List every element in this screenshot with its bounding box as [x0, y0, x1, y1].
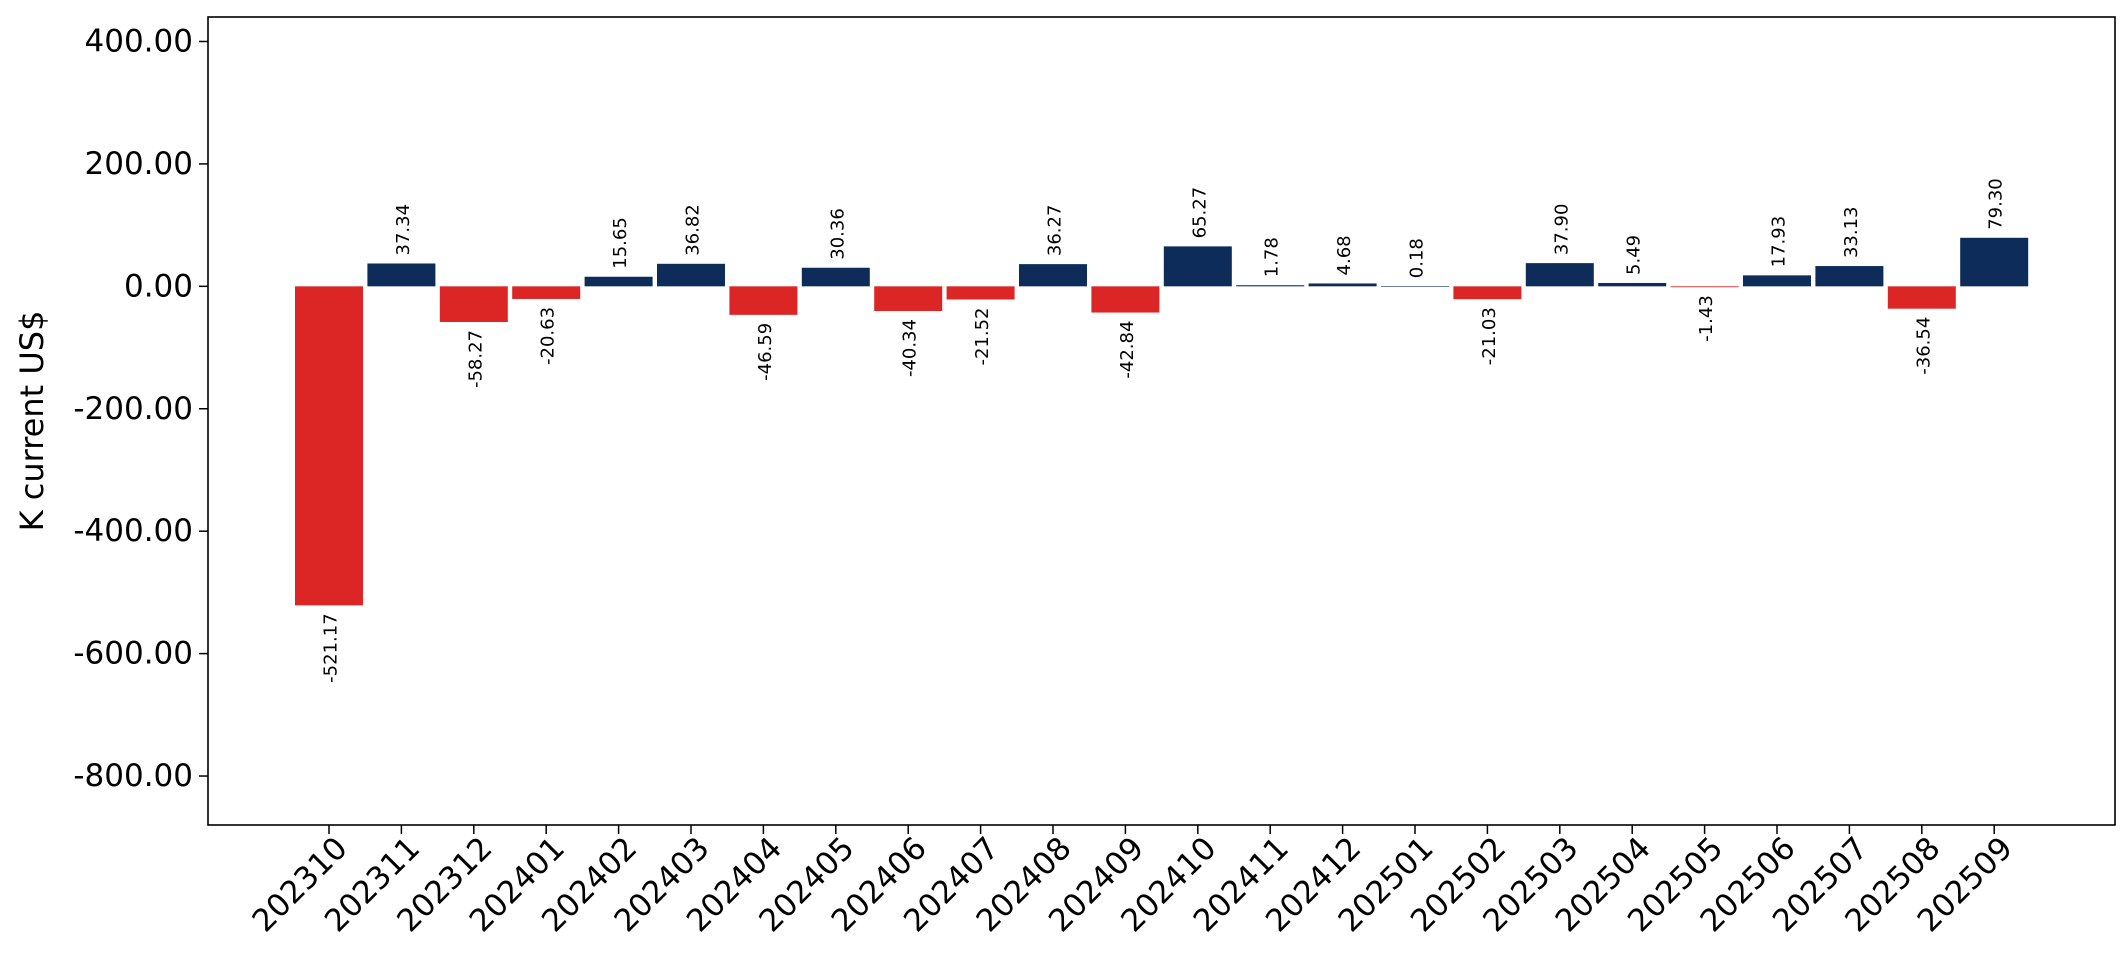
value-label-202407: -21.52 — [972, 308, 993, 366]
value-label-202505: -1.43 — [1696, 295, 1717, 342]
bar-202406 — [874, 286, 943, 312]
bar-202509 — [1960, 237, 2029, 287]
y-tick-label--600: -600.00 — [73, 636, 193, 672]
value-label-202504: 5.49 — [1624, 235, 1645, 275]
y-tick-label-400: 400.00 — [85, 23, 193, 59]
value-label-202412: 4.68 — [1334, 235, 1355, 275]
bar-202411 — [1236, 285, 1305, 287]
value-label-202311: 37.34 — [393, 204, 414, 256]
bar-202310 — [295, 286, 363, 606]
bar-202311 — [367, 263, 436, 287]
bar-202404 — [729, 286, 798, 315]
x-axis: 2023102023112023122024012024022024032024… — [246, 825, 2020, 939]
value-label-202310: -521.17 — [321, 613, 342, 682]
bar-202507 — [1815, 266, 1884, 287]
value-label-202503: 37.90 — [1551, 204, 1572, 256]
bar-202407 — [946, 286, 1015, 300]
bars-group — [295, 237, 2029, 606]
value-label-202403: 36.82 — [683, 204, 704, 256]
y-tick-label-200: 200.00 — [85, 146, 193, 182]
value-label-202411: 1.78 — [1262, 237, 1283, 277]
bar-202312 — [439, 286, 508, 322]
bar-202401 — [512, 286, 581, 299]
bar-202402 — [584, 276, 653, 287]
bar-202503 — [1525, 263, 1594, 287]
bar-202405 — [801, 267, 870, 287]
value-label-202408: 36.27 — [1045, 205, 1066, 257]
bar-202505 — [1670, 286, 1739, 288]
y-axis: 400.00 200.00 0.00 -200.00 -400.00 -600.00 -80… — [73, 23, 208, 794]
bar-202408 — [1019, 264, 1087, 287]
y-tick-label--200: -200.00 — [73, 391, 193, 427]
value-label-202410: 65.27 — [1189, 187, 1210, 239]
value-label-202406: -40.34 — [900, 319, 921, 377]
y-tick-label--400: -400.00 — [73, 513, 193, 549]
bar-202502 — [1453, 286, 1522, 300]
value-label-202401: -20.63 — [538, 307, 559, 365]
plot-frame — [207, 16, 2116, 826]
value-label-202409: -42.84 — [1117, 321, 1138, 379]
bar-202410 — [1163, 246, 1232, 287]
bar-202501 — [1381, 286, 1449, 287]
bar-202506 — [1743, 275, 1811, 287]
bar-202504 — [1598, 282, 1667, 287]
plot-area — [208, 17, 2115, 825]
value-labels-group: -521.17 37.34 -58.27 -20.63 15.65 36.82 -46.59… — [321, 178, 2007, 683]
value-label-202501: 0.18 — [1407, 238, 1428, 278]
value-label-202509: 79.30 — [1986, 178, 2007, 230]
value-label-202508: -36.54 — [1913, 317, 1934, 375]
bar-202409 — [1091, 286, 1160, 313]
value-label-202507: 33.13 — [1841, 207, 1862, 259]
value-label-202402: 15.65 — [610, 217, 631, 269]
bar-202412 — [1308, 283, 1377, 287]
y-axis-title: K current US$ — [13, 311, 51, 532]
bar-202508 — [1887, 286, 1956, 309]
bar-202403 — [657, 263, 725, 287]
value-label-202312: -58.27 — [465, 330, 486, 388]
y-tick-label--800: -800.00 — [73, 758, 193, 794]
value-label-202506: 17.93 — [1769, 216, 1790, 268]
y-tick-label-0: 0.00 — [124, 268, 193, 304]
value-label-202405: 30.36 — [827, 208, 848, 260]
value-label-202404: -46.59 — [755, 323, 776, 381]
value-label-202502: -21.03 — [1479, 307, 1500, 365]
